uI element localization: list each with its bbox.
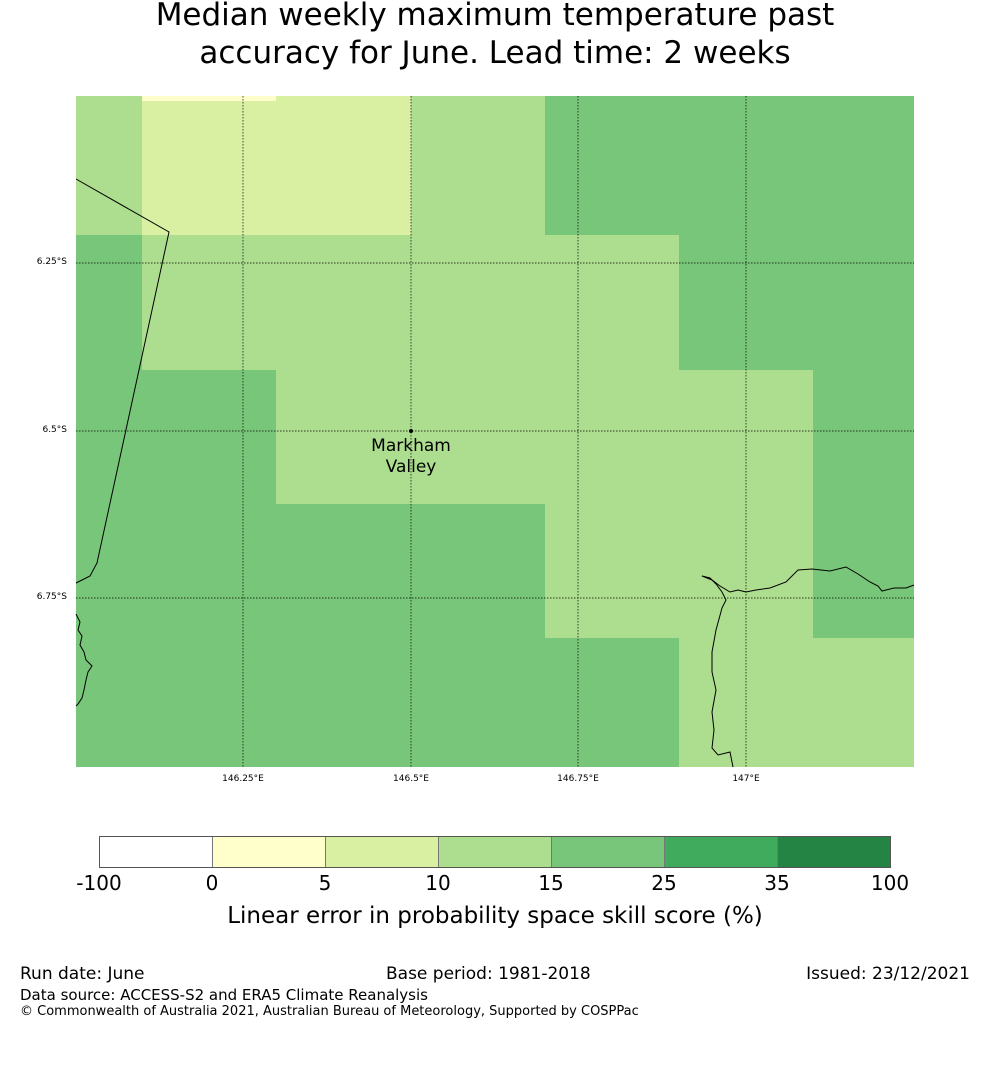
colorbar-segment <box>213 837 326 867</box>
grid-cell <box>411 96 545 235</box>
base-period: Base period: 1981-2018 <box>386 964 591 984</box>
lat-tick-label: 6.5°S <box>42 425 67 435</box>
map-title: Median weekly maximum temperature past a… <box>0 0 990 72</box>
copyright: © Commonwealth of Australia 2021, Austra… <box>20 1004 639 1019</box>
run-date: Run date: June <box>20 964 145 984</box>
grid-cell <box>679 638 914 767</box>
colorbar-tick-label: 10 <box>425 871 451 895</box>
lon-tick-label: 146.75°E <box>557 774 599 784</box>
place-label: Markham Valley <box>341 436 481 478</box>
lon-tick-label: 146.5°E <box>393 774 429 784</box>
colorbar-segment <box>439 837 552 867</box>
colorbar-segment <box>552 837 665 867</box>
colorbar-tick-label: 0 <box>205 871 219 895</box>
map-title-line-2: accuracy for June. Lead time: 2 weeks <box>199 35 791 71</box>
grid-cell <box>545 504 813 638</box>
colorbar-tick-label: -100 <box>76 871 122 895</box>
colorbar-segment <box>778 837 890 867</box>
province-boundary <box>75 178 170 584</box>
colorbar-tick-label: 100 <box>870 871 910 895</box>
map-title-line-1: Median weekly maximum temperature past <box>155 0 835 33</box>
lat-tick-label: 6.75°S <box>36 592 67 602</box>
grid-cell <box>142 96 276 101</box>
colorbar-segment <box>100 837 213 867</box>
issued-date: Issued: 23/12/2021 <box>806 964 970 984</box>
colorbar <box>99 836 891 868</box>
grid-cell <box>76 96 142 235</box>
colorbar-tick-label: 15 <box>538 871 564 895</box>
place-label-line-1: Markham <box>371 436 451 456</box>
lon-tick-label: 147°E <box>732 774 760 784</box>
skill-grid-cells <box>76 96 914 767</box>
grid-cell <box>276 370 813 504</box>
colorbar-tick-label: 25 <box>651 871 677 895</box>
coastline-north-east <box>701 566 915 593</box>
grid-cell <box>142 96 411 235</box>
lon-tick-label: 146.25°E <box>222 774 264 784</box>
coastline <box>75 178 915 768</box>
place-marker <box>409 429 413 433</box>
colorbar-segment <box>326 837 439 867</box>
graticule <box>76 96 914 767</box>
place-label-line-2: Valley <box>385 457 437 477</box>
lat-tick-label: 6.25°S <box>36 257 67 267</box>
colorbar-segment <box>665 837 778 867</box>
grid-cell <box>142 235 679 370</box>
coastline-east <box>701 575 734 768</box>
data-source: Data source: ACCESS-S2 and ERA5 Climate … <box>20 986 428 1004</box>
coastline-west <box>75 613 93 707</box>
colorbar-tick-label: 5 <box>318 871 332 895</box>
colorbar-label: Linear error in probability space skill … <box>227 903 763 929</box>
colorbar-tick-label: 35 <box>764 871 790 895</box>
